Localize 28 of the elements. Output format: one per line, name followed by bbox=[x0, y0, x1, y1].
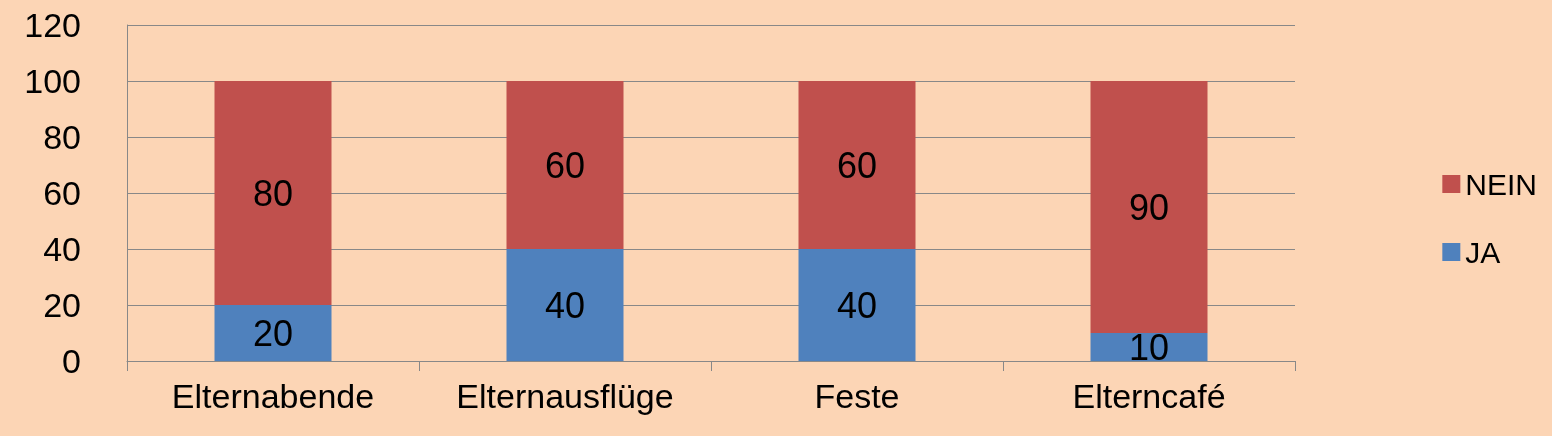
data-label: 60 bbox=[836, 144, 878, 186]
x-tick-label: Elternausflüge bbox=[456, 377, 674, 415]
legend-label: JA bbox=[1465, 235, 1501, 269]
y-tick-label: 20 bbox=[43, 286, 81, 324]
y-tick-label: 40 bbox=[43, 230, 81, 268]
bar bbox=[214, 81, 332, 305]
y-tick-label: 120 bbox=[24, 6, 81, 44]
bar bbox=[506, 81, 624, 249]
data-label: 10 bbox=[1128, 326, 1170, 368]
bar bbox=[798, 81, 916, 249]
data-label: 90 bbox=[1128, 186, 1170, 228]
data-label: 20 bbox=[252, 312, 294, 354]
data-label: 60 bbox=[544, 144, 586, 186]
y-tick-label: 60 bbox=[43, 174, 81, 212]
bar bbox=[506, 249, 624, 361]
legend-label: NEIN bbox=[1465, 167, 1538, 201]
data-label: 40 bbox=[836, 284, 878, 326]
x-tick-label: Feste bbox=[814, 377, 900, 415]
data-label: 40 bbox=[544, 284, 586, 326]
y-tick-label: 80 bbox=[43, 118, 81, 156]
y-tick-label: 100 bbox=[24, 62, 81, 100]
bar bbox=[798, 249, 916, 361]
y-tick-label: 0 bbox=[62, 342, 81, 380]
bar bbox=[1090, 81, 1208, 333]
x-tick-label: Elterncafé bbox=[1072, 377, 1226, 415]
bar bbox=[214, 305, 332, 361]
data-label: 80 bbox=[252, 172, 294, 214]
x-tick-label: Elternabende bbox=[171, 377, 375, 415]
